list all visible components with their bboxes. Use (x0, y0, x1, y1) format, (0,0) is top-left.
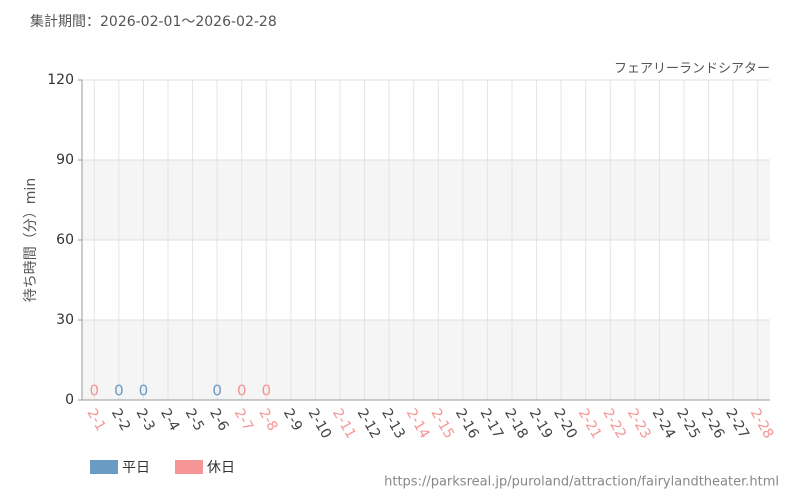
x-tick-label: 2-21 (575, 406, 605, 442)
x-tick-label: 2-6 (206, 406, 231, 434)
data-label: 0 (262, 382, 272, 400)
data-label: 0 (212, 382, 222, 400)
legend-swatch (90, 460, 118, 474)
x-tick-label: 2-20 (550, 406, 580, 442)
legend-label: 平日 (122, 460, 150, 476)
legend-label: 休日 (207, 460, 235, 476)
x-tick-label: 2-7 (231, 406, 256, 434)
data-label: 0 (139, 382, 149, 400)
x-tick-label: 2-8 (255, 406, 280, 434)
x-tick-label: 2-1 (83, 406, 108, 434)
x-tick-label: 2-24 (649, 406, 679, 442)
y-tick-label: 90 (56, 152, 74, 168)
x-tick-label: 2-28 (747, 406, 777, 442)
subtitle: 集計期間：2026-02-01～2026-02-28 (30, 13, 277, 30)
data-label: 0 (237, 382, 247, 400)
plot-band (82, 160, 770, 240)
plot-band (82, 320, 770, 400)
data-label: 0 (90, 382, 100, 400)
x-tick-label: 2-2 (108, 406, 133, 434)
annotation: フェアリーランドシアター (614, 62, 770, 77)
y-tick-label: 120 (47, 72, 74, 88)
y-tick-label: 60 (56, 232, 74, 248)
y-tick-label: 0 (65, 392, 74, 408)
x-tick-label: 2-25 (673, 406, 703, 442)
data-label: 0 (114, 382, 124, 400)
x-tick-label: 2-18 (501, 406, 531, 442)
x-tick-label: 2-23 (624, 406, 654, 442)
x-tick-label: 2-4 (157, 406, 182, 434)
y-tick-label: 30 (56, 312, 74, 328)
x-tick-label: 2-26 (698, 406, 728, 442)
x-tick-label: 2-27 (722, 406, 752, 442)
x-tick-label: 2-14 (403, 406, 433, 442)
x-tick-label: 2-11 (329, 406, 359, 442)
x-tick-label: 2-13 (378, 406, 408, 442)
footer: https://parksreal.jp/puroland/attraction… (384, 475, 779, 490)
legend-swatch (175, 460, 203, 474)
x-tick-label: 2-15 (427, 406, 457, 442)
x-tick-label: 2-16 (452, 406, 482, 442)
x-tick-label: 2-22 (599, 406, 629, 442)
x-tick-label: 2-17 (477, 406, 507, 442)
x-tick-label: 2-9 (280, 406, 305, 434)
x-tick-label: 2-5 (182, 406, 207, 434)
x-tick-label: 2-3 (133, 406, 158, 434)
x-tick-label: 2-10 (305, 406, 335, 442)
x-tick-label: 2-19 (526, 406, 556, 442)
y-axis-label: 待ち時間（分）min (23, 178, 39, 302)
x-tick-label: 2-12 (354, 406, 384, 442)
